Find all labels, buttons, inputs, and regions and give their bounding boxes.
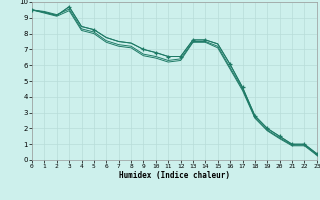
- X-axis label: Humidex (Indice chaleur): Humidex (Indice chaleur): [119, 171, 230, 180]
